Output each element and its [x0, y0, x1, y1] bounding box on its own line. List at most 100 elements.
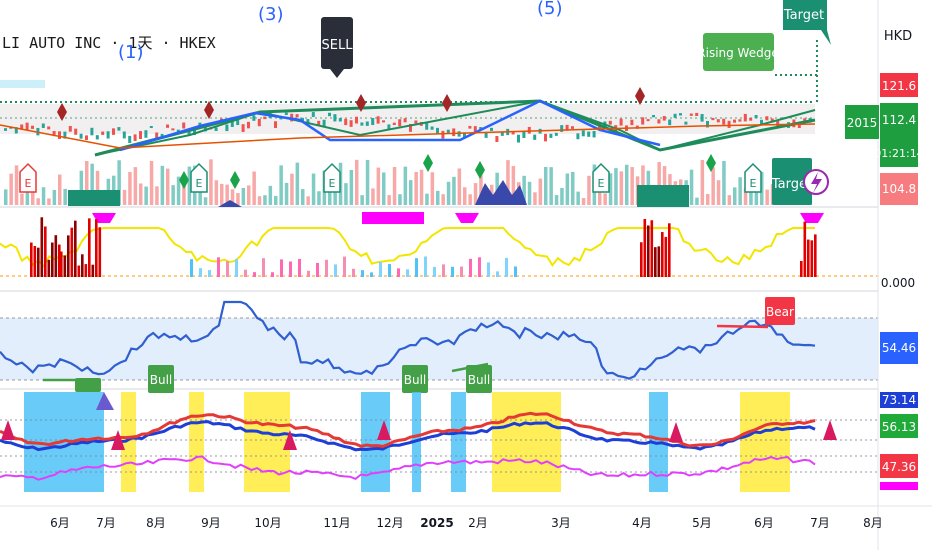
- earnings-marker: E: [190, 162, 208, 193]
- volume-bar: [549, 167, 553, 205]
- bull-label: [75, 378, 101, 392]
- price-candle: [20, 124, 24, 130]
- bull-text: Bull: [404, 373, 427, 387]
- price-candle: [225, 124, 229, 132]
- volume-bar: [79, 170, 84, 205]
- osc-color-bar: [424, 256, 427, 277]
- price-candle: [608, 120, 612, 125]
- price-candle: [101, 131, 105, 135]
- price-candle: [500, 131, 504, 136]
- osc-color-bar: [280, 259, 283, 277]
- price-candle: [317, 120, 321, 126]
- osc-bar: [640, 242, 643, 277]
- price-candle: [733, 119, 736, 123]
- price-candle: [700, 114, 704, 122]
- osc-color-bar: [244, 269, 247, 277]
- osc-color-bar: [397, 268, 400, 277]
- price-candle: [58, 131, 61, 139]
- osc-color-bar: [415, 258, 418, 277]
- volume-bar: [128, 172, 132, 205]
- price-candle: [252, 115, 256, 121]
- currency-label[interactable]: HKD: [884, 29, 912, 44]
- sell-signal[interactable]: SELL: [321, 17, 353, 78]
- price-candle: [220, 118, 223, 121]
- earnings-marker: E: [592, 162, 610, 193]
- volume-bar: [657, 162, 661, 205]
- volume-bar: [630, 167, 634, 205]
- time-tick: 6月: [754, 516, 774, 530]
- price-candle: [511, 131, 515, 135]
- stoch-magenta-line: [0, 455, 816, 481]
- overbought-band: [244, 392, 290, 492]
- time-tick: 6月: [50, 516, 70, 530]
- price-candle: [441, 130, 445, 139]
- time-tick: 3月: [551, 516, 571, 530]
- wave-label-5: (5): [537, 0, 563, 19]
- bull-label: Bull: [466, 365, 492, 393]
- price-candle: [760, 119, 763, 125]
- price-candle: [365, 121, 369, 126]
- price-candle: [117, 127, 121, 131]
- osc-bar: [58, 244, 61, 277]
- price-channel: [0, 104, 815, 134]
- osc-color-bar: [352, 268, 355, 277]
- price-axis[interactable]: HKD 121.6 2015 112.4 01:21:14 104.8 0.00…: [845, 0, 932, 550]
- osc-color-bar: [316, 262, 319, 277]
- volume-bar: [695, 197, 699, 205]
- osc-color-bar: [433, 266, 436, 277]
- price-candle: [695, 112, 699, 116]
- time-tick: 8月: [146, 516, 166, 530]
- price-candle: [673, 113, 677, 118]
- price-candle: [274, 121, 277, 129]
- osc-bar: [668, 223, 671, 277]
- volume-bar: [47, 198, 51, 205]
- price-candle: [522, 131, 526, 139]
- price-candle: [716, 119, 720, 123]
- osc-bar: [661, 232, 664, 277]
- osc-bar: [70, 227, 74, 277]
- dividend-icon[interactable]: [803, 169, 829, 195]
- price-candle: [322, 119, 326, 128]
- osc-bar: [654, 247, 657, 277]
- sell-diamond: [57, 103, 67, 121]
- sell-diamond: [204, 101, 214, 119]
- time-tick: 7月: [810, 516, 830, 530]
- osc-color-bar: [478, 257, 481, 277]
- price-candle: [414, 120, 418, 124]
- bull-text: Bull: [150, 373, 173, 387]
- price-candle: [387, 124, 391, 130]
- price-candle: [452, 128, 456, 137]
- target-top[interactable]: Target: [783, 0, 831, 45]
- volume-bar: [187, 166, 192, 205]
- price-candle: [166, 124, 169, 128]
- price-candle: [398, 119, 402, 127]
- osc-color-bar: [289, 261, 292, 277]
- volume-bar: [36, 198, 40, 205]
- buy-diamond: [706, 154, 716, 172]
- price-badge-low: [880, 173, 918, 205]
- price-candle: [527, 126, 531, 134]
- volume-bar: [139, 183, 143, 205]
- osc-bar: [30, 242, 33, 277]
- time-tick: 12月: [376, 516, 403, 530]
- price-candle: [160, 133, 164, 138]
- wave-label-3: (3): [258, 4, 284, 25]
- time-tick: 7月: [96, 516, 116, 530]
- stochastic-pane[interactable]: [0, 392, 878, 492]
- volume-bar: [608, 173, 613, 205]
- volume-bar: [392, 167, 397, 205]
- symbol-title[interactable]: LI AUTO INC · 1天 · HKEX: [2, 34, 216, 52]
- rsi-pane[interactable]: Bear Bull Bull Bull: [0, 297, 816, 393]
- volume-bar: [371, 188, 375, 205]
- rising-wedge-pattern[interactable]: Rising Wedge: [697, 33, 818, 105]
- price-candle: [560, 125, 564, 132]
- volume-bar: [284, 182, 289, 205]
- volume-bar: [58, 174, 62, 205]
- volume-bar: [603, 193, 607, 205]
- time-axis[interactable]: 6月 7月 8月 9月 10月 11月 12月 2025 2月 3月 4月 5月 6月 7月 8月: [0, 505, 932, 530]
- volume-bar: [4, 189, 8, 205]
- oscillator-pane[interactable]: [0, 212, 878, 277]
- price-candle: [689, 113, 693, 116]
- target-bottom[interactable]: Target: [771, 158, 812, 205]
